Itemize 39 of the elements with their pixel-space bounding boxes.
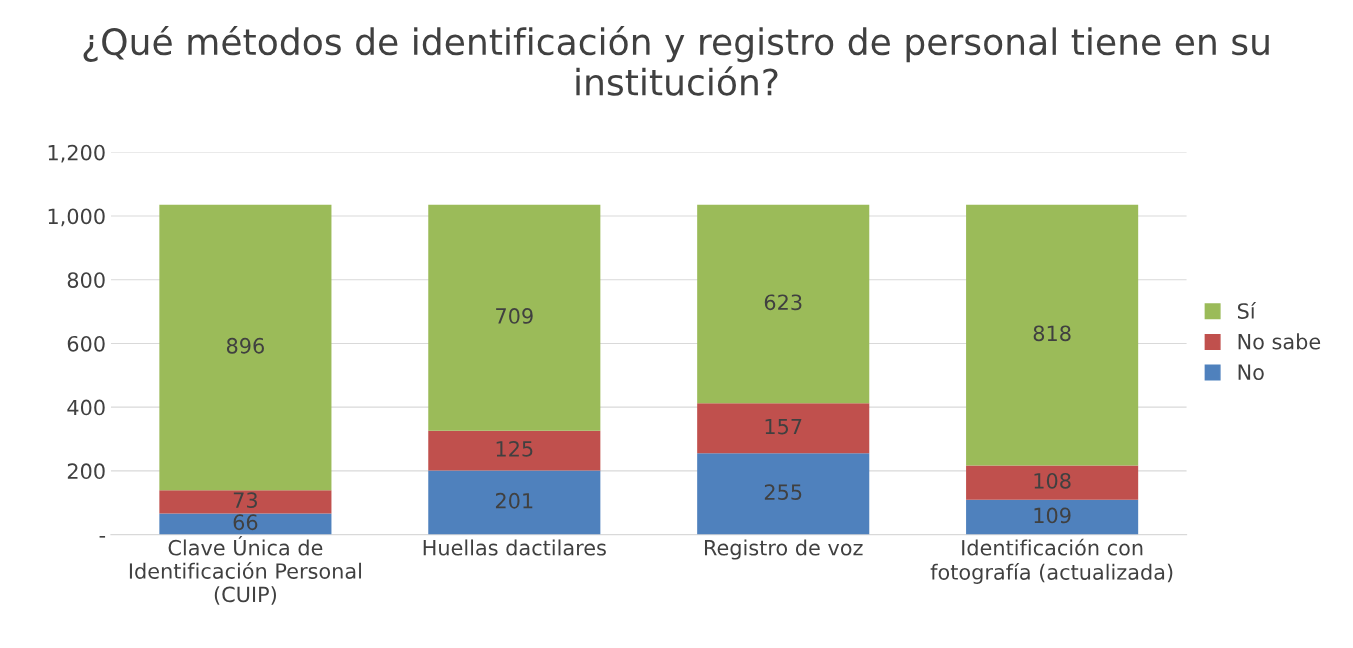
data-label: 255 (764, 484, 802, 501)
bar (966, 465, 1139, 500)
bar (159, 513, 332, 535)
x-tick-label: Registro de voz (705, 539, 863, 560)
data-label: 109 (1034, 507, 1071, 524)
data-label: 66 (233, 514, 258, 531)
data-label: 623 (764, 294, 802, 311)
bar (428, 430, 601, 471)
y-tick-label: 600 (67, 335, 105, 352)
y-tick-label: 400 (67, 399, 105, 416)
y-tick-label: 1,200 (48, 144, 105, 163)
bar (428, 204, 601, 431)
y-tick-label: 1,000 (48, 208, 105, 227)
y-tick-label: 800 (67, 272, 105, 288)
bar (159, 204, 332, 491)
x-tick-label: Clave Única de Identificación Personal (CUIP) (129, 536, 361, 605)
x-tick-label: Huellas dactilares (423, 539, 606, 556)
data-label: 896 (226, 337, 264, 354)
data-label: 125 (496, 440, 533, 457)
y-tick-label: 200 (67, 463, 105, 480)
legend-label: Sí (1237, 301, 1257, 319)
data-label: 108 (1034, 472, 1071, 489)
bar (966, 204, 1139, 466)
bar (697, 453, 870, 535)
chart-title: ¿Qué métodos de identificación y registro de personal tiene en su institución? (83, 25, 1269, 96)
data-label: 709 (496, 308, 533, 324)
bar (428, 470, 601, 535)
bar (697, 403, 870, 454)
legend-label: No (1238, 364, 1264, 381)
bar (159, 490, 332, 514)
x-tick-label: Identificación con fotografía (actualizada) (930, 538, 1173, 584)
data-label: 201 (495, 492, 533, 509)
legend-label: No sabe (1238, 333, 1321, 350)
data-label: 157 (765, 418, 802, 435)
y-tick-label: - (99, 535, 106, 538)
bar (697, 204, 870, 404)
data-label: 818 (1033, 325, 1071, 342)
bar (966, 499, 1139, 535)
data-label: 73 (233, 492, 257, 508)
